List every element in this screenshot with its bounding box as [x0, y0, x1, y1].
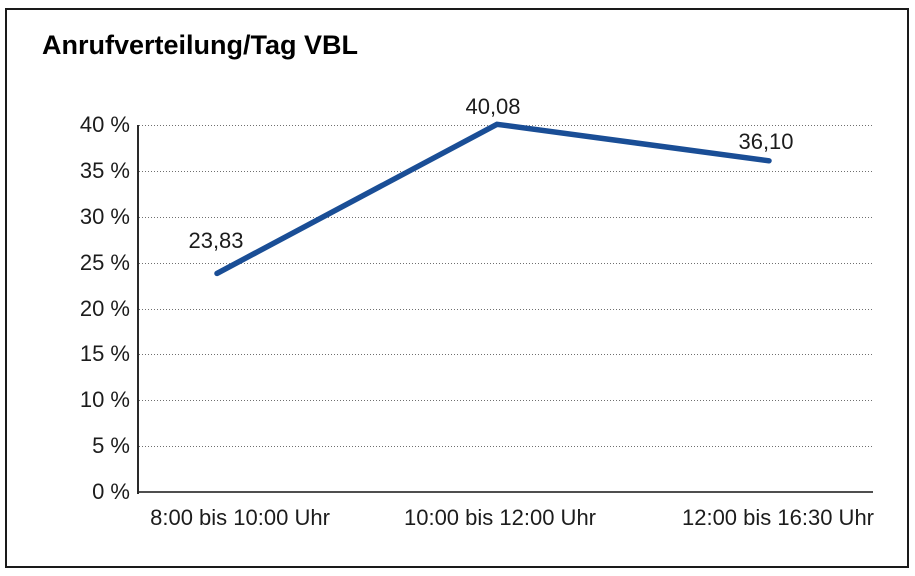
gridline-20: [139, 309, 873, 310]
ytick-label-15: 15 %: [79, 341, 130, 366]
ytick-label-5: 5 %: [92, 433, 130, 458]
ytick-label-10: 10 %: [79, 387, 130, 412]
chart-title: Anrufverteilung/Tag VBL: [42, 30, 359, 60]
gridline-35: [139, 171, 873, 172]
data-series-line: [214, 121, 772, 277]
y-axis-line: [137, 125, 139, 494]
x-axis-baseline: [139, 491, 873, 493]
gridline-5: [139, 446, 873, 447]
gridline-15: [139, 354, 873, 355]
gridline-25: [139, 263, 873, 264]
gridline-10: [139, 400, 873, 401]
ytick-label-40: 40 %: [79, 112, 130, 137]
xtick-label-0: 8:00 bis 10:00 Uhr: [150, 505, 330, 530]
point-label-2: 36,10: [738, 129, 794, 154]
ytick-label-25: 25 %: [79, 250, 130, 275]
point-label-1: 40,08: [465, 94, 521, 119]
ytick-label-0: 0 %: [92, 479, 130, 504]
xtick-label-2: 12:00 bis 16:30 Uhr: [681, 505, 875, 530]
gridline-30: [139, 217, 873, 218]
xtick-label-1: 10:00 bis 12:00 Uhr: [403, 505, 597, 530]
ytick-label-20: 20 %: [79, 296, 130, 321]
ytick-label-35: 35 %: [79, 158, 130, 183]
chart-frame: [5, 8, 909, 568]
ytick-label-30: 30 %: [79, 204, 130, 229]
point-label-0: 23,83: [188, 228, 244, 253]
